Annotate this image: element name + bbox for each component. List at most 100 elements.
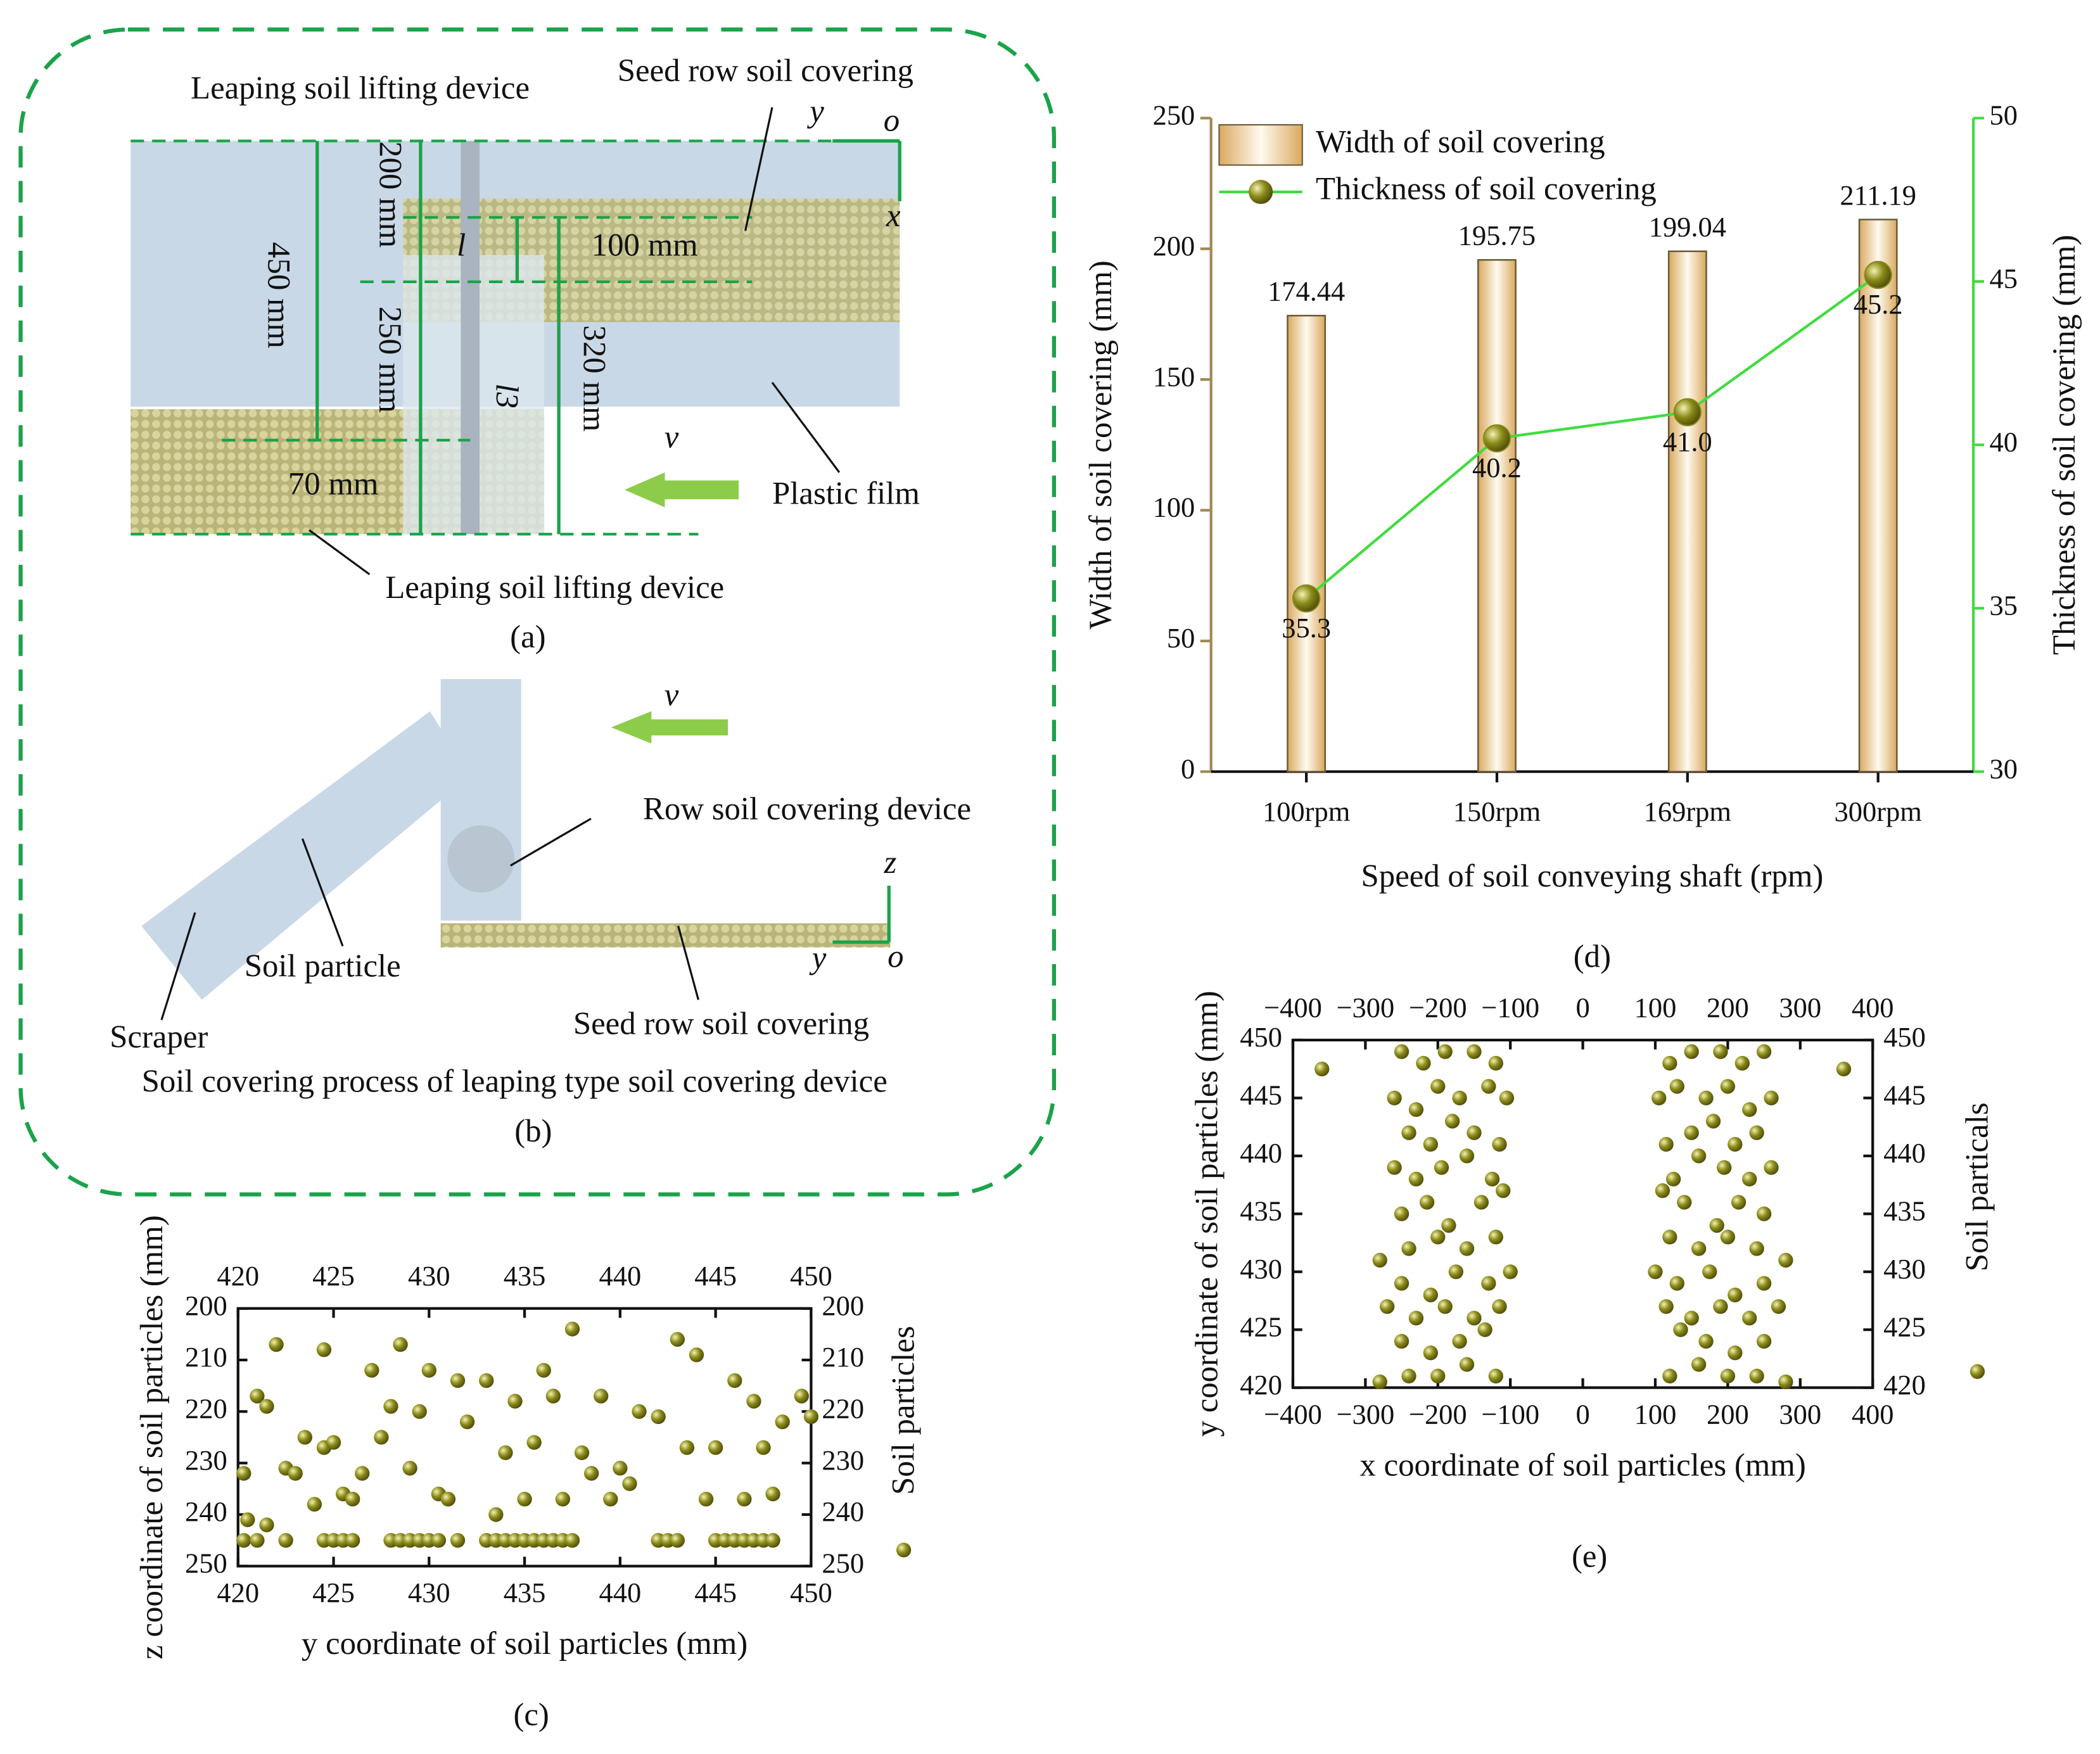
x-tick-label: −100 (1481, 1398, 1539, 1430)
point (1749, 1241, 1764, 1256)
point (479, 1373, 494, 1389)
point (1742, 1311, 1757, 1326)
point (1728, 1287, 1743, 1302)
point (1430, 1368, 1446, 1383)
legend-swatch (1218, 124, 1303, 166)
x-tick-label: 430 (408, 1577, 450, 1608)
point (1655, 1183, 1670, 1198)
y-tick-label-right: 435 (1883, 1195, 1926, 1226)
point (737, 1491, 752, 1507)
point (622, 1476, 637, 1491)
y-tick-label: 250 (185, 1547, 227, 1579)
label: 200 mm (372, 141, 408, 248)
point (670, 1533, 685, 1548)
y-tick-label-right: 220 (822, 1393, 864, 1425)
seed-row (440, 923, 891, 948)
point (1394, 1276, 1410, 1291)
point (1408, 1311, 1424, 1326)
x-tick-label: 300 (1779, 1398, 1821, 1430)
y-axis-label: y coordinate of soil particles (mm) (1188, 991, 1224, 1437)
point (1492, 1299, 1507, 1314)
point (603, 1491, 618, 1507)
point (756, 1440, 771, 1455)
legend-label: Thickness of soil covering (1316, 171, 1657, 207)
point (345, 1491, 360, 1507)
point (574, 1445, 590, 1461)
point (1698, 1333, 1714, 1349)
point (431, 1533, 447, 1548)
x-axis-label: y coordinate of soil particles (mm) (302, 1625, 748, 1661)
point (421, 1363, 436, 1378)
point (507, 1394, 523, 1409)
point (1749, 1125, 1764, 1140)
point (803, 1409, 819, 1425)
y-tick-label: 220 (185, 1393, 227, 1425)
point (1713, 1044, 1728, 1059)
label: y (806, 93, 824, 129)
point (1437, 1299, 1453, 1314)
line-marker (1292, 584, 1321, 613)
label: l3 (490, 383, 525, 409)
x-tick-label-top: 435 (504, 1260, 546, 1292)
point (1423, 1345, 1438, 1361)
point (1698, 1090, 1714, 1106)
x-tick-label-top: 440 (599, 1260, 641, 1292)
bar (1858, 219, 1898, 773)
point (1467, 1044, 1482, 1059)
point (1731, 1195, 1747, 1210)
point (1434, 1160, 1449, 1175)
y-tick-label-right: 200 (822, 1290, 864, 1321)
label: 100 mm (592, 227, 698, 263)
y-tick-label: 435 (1240, 1195, 1282, 1226)
x-tick-label: 440 (599, 1577, 641, 1608)
point (1684, 1044, 1699, 1059)
point (1448, 1264, 1464, 1280)
point (288, 1466, 303, 1481)
point (1713, 1299, 1728, 1314)
x-tick-label-top: 430 (408, 1260, 450, 1292)
point (1662, 1368, 1677, 1383)
point (236, 1466, 251, 1481)
label: x (886, 198, 901, 233)
legend-label: Soil particles (885, 1326, 920, 1495)
point (536, 1363, 551, 1378)
point (1452, 1333, 1467, 1349)
bar (1477, 259, 1517, 773)
point (794, 1389, 809, 1404)
point (583, 1466, 599, 1481)
y-tick-label-right: 230 (822, 1444, 864, 1476)
point (393, 1337, 408, 1352)
panel-label: (b) (514, 1113, 552, 1148)
point (1452, 1090, 1467, 1106)
point (1380, 1299, 1395, 1314)
y-tick-label: 150 (1153, 360, 1195, 392)
y-tick-label: 50 (1167, 622, 1195, 654)
y2-tick-label: 35 (1990, 589, 2018, 621)
point (402, 1461, 417, 1476)
y-axis-label: Width of soil covering (mm) (1083, 260, 1118, 629)
point (1673, 1322, 1688, 1337)
label: 320 mm (576, 325, 612, 431)
point (1677, 1195, 1692, 1210)
point (1314, 1061, 1330, 1077)
point (412, 1404, 427, 1419)
y2-axis-label: Thickness of soil covering (mm) (2046, 235, 2082, 655)
point (1467, 1311, 1482, 1326)
x-tick-label: 169rpm (1644, 796, 1731, 827)
y-tick-label: 430 (1240, 1253, 1282, 1285)
x-tick-label: 400 (1852, 1398, 1894, 1430)
point (564, 1321, 580, 1337)
point (1717, 1160, 1732, 1175)
legend-marker (1970, 1364, 1985, 1379)
point (689, 1347, 704, 1363)
y-tick-label: 445 (1240, 1079, 1282, 1111)
bar-value-label: 211.19 (1840, 179, 1916, 211)
point (250, 1533, 265, 1548)
point (1764, 1090, 1779, 1106)
point (1709, 1217, 1724, 1233)
point (1488, 1368, 1503, 1383)
point (1691, 1357, 1707, 1372)
diagram-texts: Leaping soil lifting device Seed row soi… (110, 53, 971, 1148)
point (594, 1389, 609, 1404)
x-tick-label-top: 300 (1779, 992, 1821, 1024)
